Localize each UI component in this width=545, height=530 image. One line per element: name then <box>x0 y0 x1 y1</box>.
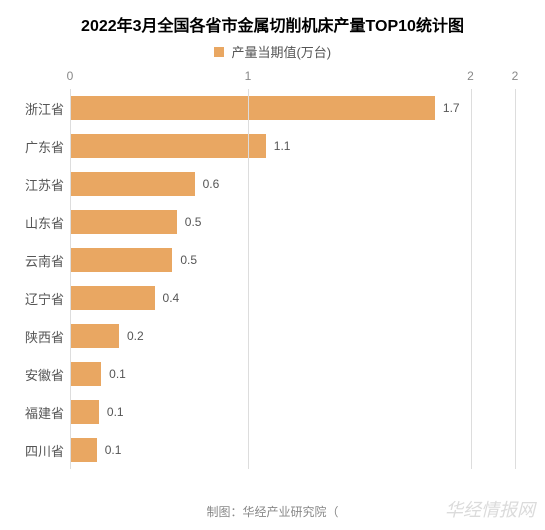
chart-container: 2022年3月全国各省市金属切削机床产量TOP10统计图 产量当期值(万台) 0… <box>0 0 545 530</box>
gridline <box>70 89 71 469</box>
bar: 0.1 <box>70 438 97 462</box>
bar-value: 0.2 <box>127 329 144 343</box>
watermark: 华经情报网 <box>445 496 535 522</box>
y-label: 福建省 <box>0 403 64 422</box>
bar: 0.5 <box>70 210 177 234</box>
bar: 0.1 <box>70 400 99 424</box>
legend-label: 产量当期值(万台) <box>231 45 331 60</box>
bar-row: 江苏省0.6 <box>70 165 515 203</box>
bar: 1.1 <box>70 134 266 158</box>
bar-row: 陕西省0.2 <box>70 317 515 355</box>
y-label: 浙江省 <box>0 99 64 118</box>
gridline <box>471 89 472 469</box>
x-axis: 0122 <box>70 69 515 89</box>
bar-value: 0.1 <box>109 367 126 381</box>
bar: 0.2 <box>70 324 119 348</box>
bar-value: 0.5 <box>180 253 197 267</box>
bar-value: 1.1 <box>274 139 291 153</box>
y-label: 江苏省 <box>0 175 64 194</box>
gridline <box>248 89 249 469</box>
bar-row: 云南省0.5 <box>70 241 515 279</box>
gridline <box>515 89 516 469</box>
bar-value: 0.1 <box>107 405 124 419</box>
bars-area: 浙江省1.7广东省1.1江苏省0.6山东省0.5云南省0.5辽宁省0.4陕西省0… <box>70 89 515 469</box>
y-label: 云南省 <box>0 251 64 270</box>
legend: 产量当期值(万台) <box>0 42 545 61</box>
bar-row: 安徽省0.1 <box>70 355 515 393</box>
chart-title: 2022年3月全国各省市金属切削机床产量TOP10统计图 <box>0 0 545 36</box>
bar-row: 福建省0.1 <box>70 393 515 431</box>
y-label: 陕西省 <box>0 327 64 346</box>
y-label: 山东省 <box>0 213 64 232</box>
bar-value: 0.4 <box>163 291 180 305</box>
legend-swatch <box>214 47 224 57</box>
bar-row: 四川省0.1 <box>70 431 515 469</box>
bar: 0.5 <box>70 248 172 272</box>
bar: 1.7 <box>70 96 435 120</box>
x-tick: 2 <box>512 69 519 83</box>
bar: 0.1 <box>70 362 101 386</box>
bar-value: 1.7 <box>443 101 460 115</box>
x-tick: 0 <box>67 69 74 83</box>
bar: 0.4 <box>70 286 155 310</box>
bar-value: 0.6 <box>203 177 220 191</box>
bar-value: 0.1 <box>105 443 122 457</box>
bar-row: 山东省0.5 <box>70 203 515 241</box>
y-label: 辽宁省 <box>0 289 64 308</box>
plot-area: 0122 浙江省1.7广东省1.1江苏省0.6山东省0.5云南省0.5辽宁省0.… <box>70 69 515 469</box>
bar-row: 辽宁省0.4 <box>70 279 515 317</box>
bar: 0.6 <box>70 172 195 196</box>
x-tick: 1 <box>245 69 252 83</box>
y-label: 广东省 <box>0 137 64 156</box>
bar-row: 浙江省1.7 <box>70 89 515 127</box>
bar-value: 0.5 <box>185 215 202 229</box>
y-label: 安徽省 <box>0 365 64 384</box>
bar-row: 广东省1.1 <box>70 127 515 165</box>
x-tick: 2 <box>467 69 474 83</box>
y-label: 四川省 <box>0 441 64 460</box>
